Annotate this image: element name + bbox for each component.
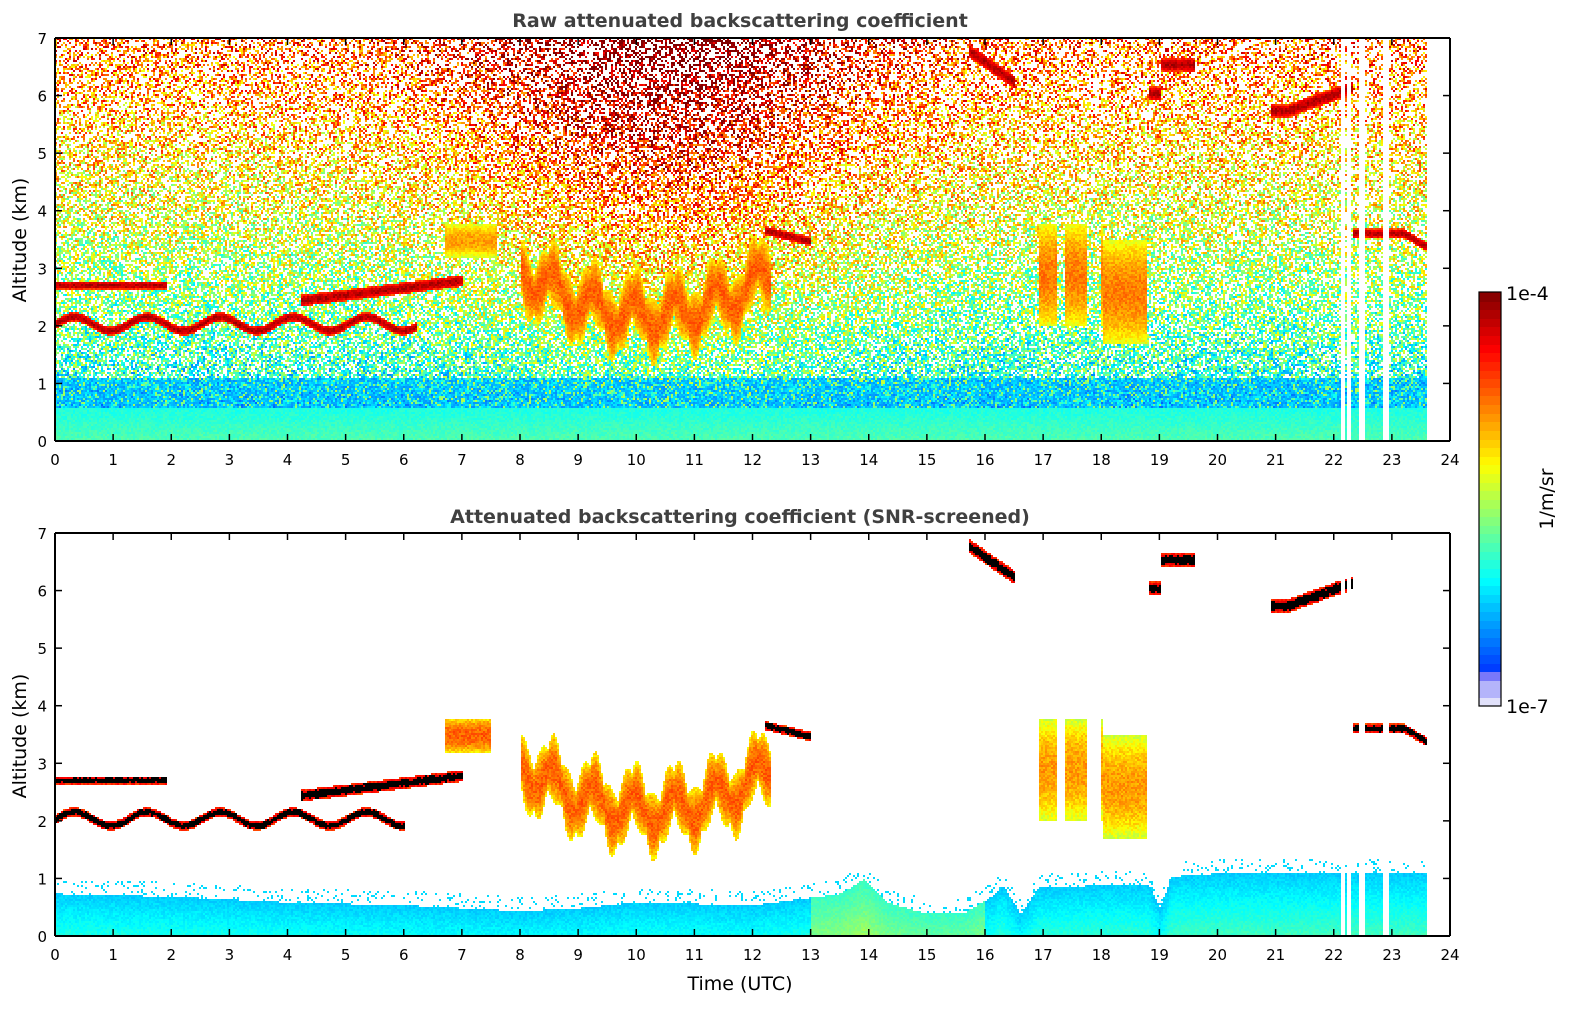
x-tick-label: 8 xyxy=(515,946,525,964)
x-tick-label: 3 xyxy=(225,451,235,469)
x-tick-label: 22 xyxy=(1324,946,1343,964)
colorbar-label: 1/m/sr xyxy=(1536,468,1558,529)
y-ticks: 0 1 2 3 4 5 6 7 xyxy=(37,30,1450,451)
x-tick-label: 4 xyxy=(283,451,293,469)
x-tick-label: 20 xyxy=(1208,451,1227,469)
x-tick-label: 12 xyxy=(743,946,762,964)
x-tick-label: 6 xyxy=(399,451,409,469)
x-tick-label: 10 xyxy=(627,946,646,964)
x-ticks: 0 1 2 3 4 5 6 7 8 9 10 11 12 13 14 15 16 17 18 19 20 21 22 23 24 xyxy=(50,38,1460,469)
x-tick-label: 21 xyxy=(1266,946,1285,964)
y-tick-label: 5 xyxy=(37,145,47,163)
colorbar-gradient xyxy=(1479,292,1501,706)
x-tick-label: 15 xyxy=(917,451,936,469)
x-tick-label: 2 xyxy=(166,451,176,469)
y-tick-label: 6 xyxy=(37,583,47,601)
x-ticks: 0 1 2 3 4 5 6 7 8 9 10 11 12 13 14 15 16 17 18 19 20 21 22 23 24 xyxy=(50,533,1460,964)
x-tick-label: 21 xyxy=(1266,451,1285,469)
y-tick-label: 5 xyxy=(37,640,47,658)
x-tick-label: 9 xyxy=(573,451,583,469)
x-tick-label: 6 xyxy=(399,946,409,964)
x-tick-label: 18 xyxy=(1092,451,1111,469)
panel-snr-screened: Attenuated backscattering coefficient (S… xyxy=(9,506,1460,995)
x-tick-label: 2 xyxy=(166,946,176,964)
x-tick-label: 1 xyxy=(108,946,118,964)
heatmap-snr-screened-backscatter xyxy=(55,533,1450,936)
y-tick-label: 2 xyxy=(37,813,47,831)
x-tick-label: 23 xyxy=(1382,451,1401,469)
y-tick-label: 0 xyxy=(37,928,47,946)
x-tick-label: 11 xyxy=(685,946,704,964)
y-axis-label: Altitude (km) xyxy=(9,674,31,799)
colorbar-frame xyxy=(1478,291,1502,707)
y-tick-label: 1 xyxy=(37,375,47,393)
x-tick-label: 17 xyxy=(1034,946,1053,964)
x-tick-label: 16 xyxy=(975,946,994,964)
y-axis-label: Altitude (km) xyxy=(9,178,31,303)
x-tick-label: 3 xyxy=(225,946,235,964)
x-tick-label: 20 xyxy=(1208,946,1227,964)
x-tick-label: 24 xyxy=(1440,451,1459,469)
x-tick-label: 7 xyxy=(457,946,467,964)
x-tick-label: 5 xyxy=(341,451,351,469)
x-tick-label: 23 xyxy=(1382,946,1401,964)
y-tick-label: 7 xyxy=(37,30,47,48)
x-tick-label: 17 xyxy=(1034,451,1053,469)
y-tick-label: 4 xyxy=(37,698,47,716)
y-tick-label: 3 xyxy=(37,260,47,278)
y-tick-label: 3 xyxy=(37,755,47,773)
x-tick-label: 22 xyxy=(1324,451,1343,469)
x-tick-label: 0 xyxy=(50,946,60,964)
x-tick-label: 7 xyxy=(457,451,467,469)
x-tick-label: 24 xyxy=(1440,946,1459,964)
colorbar: 1e-4 1e-7 1/m/sr xyxy=(1478,283,1558,718)
x-tick-label: 10 xyxy=(627,451,646,469)
x-tick-label: 14 xyxy=(859,451,878,469)
y-tick-label: 4 xyxy=(37,203,47,221)
x-tick-label: 4 xyxy=(283,946,293,964)
x-tick-label: 14 xyxy=(859,946,878,964)
x-tick-label: 16 xyxy=(975,451,994,469)
x-tick-label: 8 xyxy=(515,451,525,469)
heatmap-raw-backscatter xyxy=(55,38,1450,441)
y-tick-label: 6 xyxy=(37,88,47,106)
plot-title-raw: Raw attenuated backscattering coefficien… xyxy=(512,10,968,32)
x-tick-label: 19 xyxy=(1150,946,1169,964)
x-tick-label: 13 xyxy=(801,451,820,469)
x-tick-label: 18 xyxy=(1092,946,1111,964)
panel-raw: Raw attenuated backscattering coefficien… xyxy=(9,10,1460,469)
colorbar-tick-min: 1e-7 xyxy=(1506,696,1549,718)
y-ticks: 0 1 2 3 4 5 6 7 xyxy=(37,525,1450,946)
y-tick-label: 7 xyxy=(37,525,47,543)
x-tick-label: 1 xyxy=(108,451,118,469)
x-axis-label: Time (UTC) xyxy=(686,973,792,995)
plot-title-snr: Attenuated backscattering coefficient (S… xyxy=(450,506,1030,528)
y-tick-label: 0 xyxy=(37,433,47,451)
x-tick-label: 9 xyxy=(573,946,583,964)
x-tick-label: 13 xyxy=(801,946,820,964)
x-tick-label: 12 xyxy=(743,451,762,469)
x-tick-label: 19 xyxy=(1150,451,1169,469)
x-tick-label: 11 xyxy=(685,451,704,469)
y-tick-label: 2 xyxy=(37,318,47,336)
x-tick-label: 5 xyxy=(341,946,351,964)
colorbar-tick-max: 1e-4 xyxy=(1506,283,1549,305)
x-tick-label: 15 xyxy=(917,946,936,964)
x-tick-label: 0 xyxy=(50,451,60,469)
y-tick-label: 1 xyxy=(37,870,47,888)
